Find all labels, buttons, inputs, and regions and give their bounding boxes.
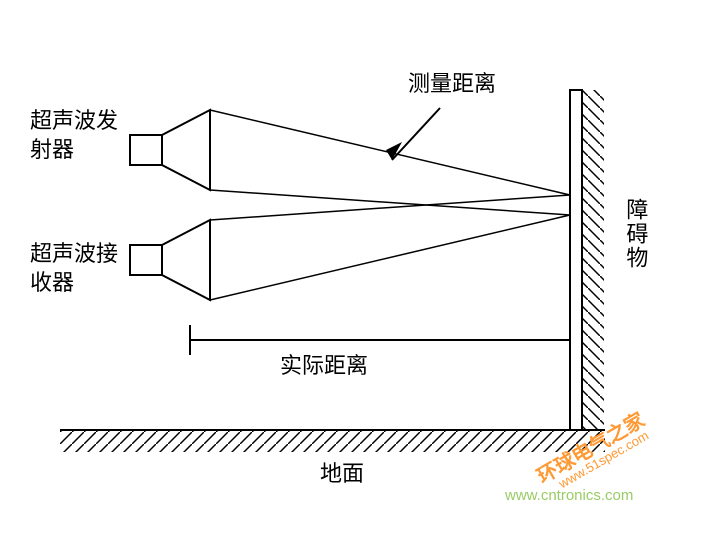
transmitter-label: 超声波发 射器: [30, 107, 118, 164]
obstacle-label: 障碍物: [622, 198, 648, 270]
beam-rx-bottom: [210, 215, 570, 300]
watermark-url1: www.cntronics.com: [505, 487, 633, 504]
receiver-label: 超声波接 收器: [30, 240, 118, 297]
transmitter-icon: [130, 110, 210, 190]
obstacle-hatch: [582, 90, 604, 430]
beam-tx-bottom: [210, 190, 570, 215]
obstacle-wall: [570, 90, 582, 430]
ground-label: 地面: [320, 460, 364, 489]
beam-rx-top: [210, 195, 570, 220]
actual-distance-label: 实际距离: [280, 352, 368, 381]
ground-hatch: [60, 430, 605, 452]
measure-arrow-icon: [386, 108, 440, 160]
measure-distance-label: 测量距离: [408, 70, 496, 99]
receiver-icon: [130, 220, 210, 300]
distance-bracket: [190, 325, 570, 355]
